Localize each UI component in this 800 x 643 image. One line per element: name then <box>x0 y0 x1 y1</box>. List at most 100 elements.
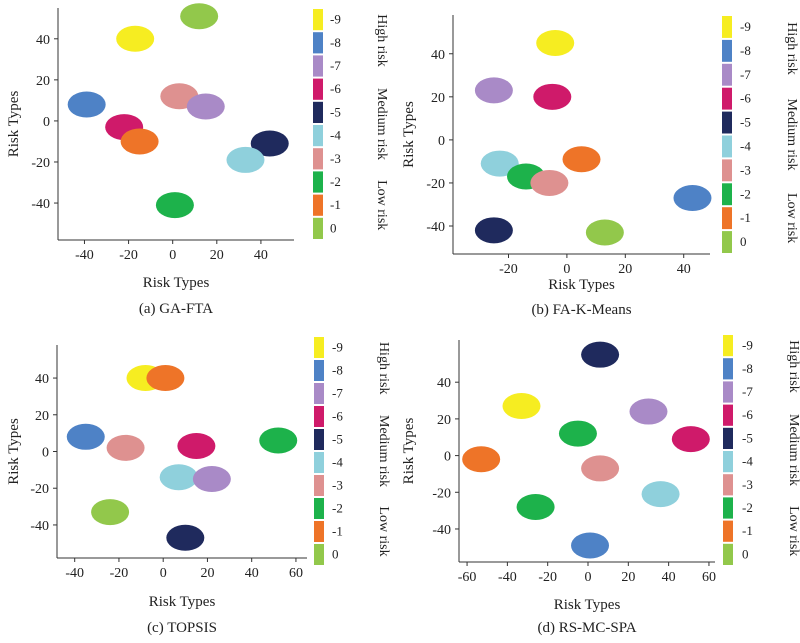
y-axis-label: Risk Types <box>6 418 22 485</box>
legend-swatch-level-8 <box>314 360 324 381</box>
legend-group-label: Medium risk <box>786 414 800 486</box>
risk-ellipse-level-3 <box>106 434 145 461</box>
legend-tick-label: -3 <box>332 478 343 493</box>
legend-tick-label: -4 <box>740 138 751 153</box>
risk-ellipse-level-8 <box>571 532 610 559</box>
legend-tick-label: -5 <box>742 430 753 445</box>
legend-swatch-level-5 <box>723 427 733 449</box>
x-tick-label: 0 <box>563 262 570 277</box>
legend-tick-label: -1 <box>332 524 343 539</box>
legend-swatch-level-9 <box>723 335 733 357</box>
legend-swatch-level-0 <box>722 231 732 253</box>
legend-tick-label: -9 <box>742 338 753 353</box>
risk-ellipse-level-1 <box>120 128 159 155</box>
risk-ellipse-level-0 <box>91 499 130 526</box>
y-tick-label: -40 <box>30 519 49 534</box>
x-tick-label: -20 <box>110 566 129 581</box>
risk-ellipse-level-8 <box>673 185 712 212</box>
x-axis-label: Risk Types <box>149 594 216 610</box>
legend-swatch-level-5 <box>314 429 324 450</box>
y-tick-label: 0 <box>438 134 445 149</box>
legend-tick-label: -6 <box>332 409 343 424</box>
legend-swatch-level-1 <box>314 521 324 542</box>
legend-tick-label: 0 <box>330 220 337 235</box>
risk-ellipse-level-7 <box>474 77 513 104</box>
legend-swatch-level-9 <box>313 9 323 31</box>
y-tick-label: -20 <box>426 177 445 192</box>
legend-tick-label: -3 <box>330 151 341 166</box>
y-tick-label: 40 <box>431 48 445 63</box>
legend-swatch-level-2 <box>722 183 732 206</box>
legend-swatch-level-6 <box>723 404 733 426</box>
risk-ellipse-level-3 <box>530 169 569 196</box>
risk-ellipse-level-2 <box>155 192 194 219</box>
legend-tick-label: -1 <box>740 210 751 225</box>
legend-swatch-level-4 <box>722 135 732 158</box>
legend-tick-label: -4 <box>330 128 341 143</box>
legend-swatch-level-7 <box>722 63 732 86</box>
legend-group-label: Low risk <box>784 193 799 243</box>
legend-swatch-level-8 <box>723 358 733 380</box>
legend-swatch-level-4 <box>314 452 324 473</box>
legend-tick-label: -4 <box>742 454 753 469</box>
y-tick-label: 20 <box>431 91 445 106</box>
x-tick-label: 20 <box>210 248 224 263</box>
legend-tick-label: -8 <box>332 363 343 378</box>
risk-ellipse-level-8 <box>67 91 106 118</box>
legend-group-label: High risk <box>786 340 800 393</box>
y-tick-label: -40 <box>31 197 50 212</box>
x-tick-label: 40 <box>254 248 268 263</box>
x-tick-label: 20 <box>200 566 214 581</box>
legend-tick-label: -4 <box>332 455 343 470</box>
legend-swatch-level-9 <box>722 16 732 38</box>
legend-group-label: Low risk <box>374 180 389 230</box>
legend-tick-label: -8 <box>330 35 341 50</box>
y-tick-label: -40 <box>426 220 445 235</box>
legend-swatch-level-6 <box>314 406 324 427</box>
risk-ellipse-level-5 <box>250 130 289 157</box>
risk-ellipse-level-2 <box>558 420 597 447</box>
risk-ellipse-level-9 <box>116 25 155 52</box>
y-tick-label: 40 <box>36 33 50 48</box>
legend-tick-label: -6 <box>330 81 341 96</box>
risk-legend: 0 -1 -2 -3 -4 -5 -6 -7 -8 -9 Low risk Medium risk Hi… <box>314 337 391 565</box>
x-tick-label: 0 <box>585 570 592 585</box>
x-tick-label: -20 <box>119 248 138 263</box>
legend-swatch-level-1 <box>722 207 732 230</box>
x-axis-label: Risk Types <box>143 275 210 291</box>
x-axis-label: Risk Types <box>554 597 621 613</box>
legend-tick-label: 0 <box>332 547 339 562</box>
risk-ellipse-level-1 <box>146 365 185 392</box>
legend-swatch-level-3 <box>313 148 323 170</box>
risk-legend: 0 -1 -2 -3 -4 -5 -6 -7 -8 -9 Low risk Medium risk Hi… <box>723 335 800 565</box>
risk-ellipse-level-9 <box>502 393 541 420</box>
legend-swatch-level-7 <box>723 381 733 403</box>
risk-ellipse-level-2 <box>516 493 555 520</box>
legend-group-label: High risk <box>374 14 389 66</box>
risk-ellipse-level-7 <box>192 466 231 493</box>
y-tick-label: 0 <box>42 446 49 461</box>
legend-swatch-level-4 <box>313 125 323 147</box>
risk-ellipse-level-0 <box>180 3 219 30</box>
x-tick-label: -20 <box>499 262 518 277</box>
x-tick-label: 0 <box>160 566 167 581</box>
legend-group-label: Low risk <box>786 506 800 556</box>
legend-group-label: High risk <box>784 22 799 75</box>
legend-tick-label: -7 <box>330 58 341 73</box>
y-tick-label: 40 <box>35 372 49 387</box>
y-tick-label: 0 <box>43 115 50 130</box>
y-axis-label: Risk Types <box>6 91 22 158</box>
legend-swatch-level-8 <box>313 32 323 54</box>
legend-tick-label: -8 <box>740 43 751 58</box>
legend-group-label: High risk <box>376 342 391 395</box>
panel-caption: (c) TOPSIS <box>147 620 217 636</box>
risk-ellipse-level-4 <box>159 464 198 491</box>
legend-tick-label: -9 <box>330 12 341 27</box>
y-tick-label: 40 <box>437 376 451 391</box>
legend-swatch-level-0 <box>723 543 733 565</box>
legend-swatch-level-0 <box>314 544 324 565</box>
